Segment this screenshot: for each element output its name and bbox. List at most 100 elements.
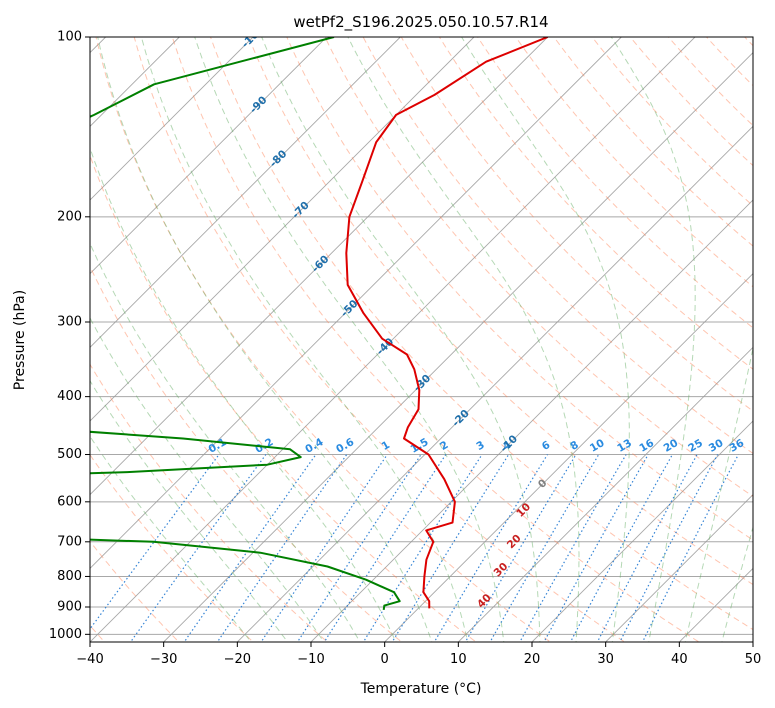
moist-adiabat-line (97, 37, 433, 642)
mixing-ratio-label: 10 (588, 437, 607, 455)
dry-adiabat-line (362, 37, 753, 455)
dry-adiabat-line (324, 37, 753, 498)
dry-adiabat-line (90, 154, 477, 642)
isotherm-line (90, 37, 475, 422)
background-lines (90, 24, 775, 647)
isotherm-line (90, 37, 254, 201)
y-tick-label: 800 (57, 569, 82, 584)
moist-adiabat-line (90, 435, 252, 642)
dry-adiabat-line (95, 37, 552, 642)
isotherm-line (163, 52, 753, 642)
isotherm-line (384, 273, 753, 642)
axis-ticks: −40 −30 −20 −10 0 10 20 30 40 5010020030040050060… (49, 30, 761, 668)
dewpoint-profile (90, 37, 401, 611)
mixing-ratio-label: 13 (615, 437, 634, 455)
x-tick-label: 20 (524, 652, 541, 667)
isotherm-line (90, 37, 327, 275)
isotherm-line (531, 420, 753, 642)
dry-adiabat-line (209, 37, 753, 631)
dry-adiabat-line (90, 363, 329, 642)
moist-adiabat-label: 10 (514, 501, 533, 520)
isotherm-line (605, 494, 753, 642)
x-tick-label: −30 (150, 652, 177, 667)
moist-adiabat-line (610, 37, 696, 642)
mixing-ratio-line (641, 454, 739, 642)
x-tick-label: 50 (745, 652, 762, 667)
mixing-ratio-line (260, 454, 388, 642)
mixing-ratio-label: 6 (540, 439, 552, 453)
dry-adiabat-line (744, 37, 753, 47)
isotherm-line (458, 346, 753, 642)
mixing-ratio-line (391, 454, 510, 642)
moist-adiabat-line (194, 37, 505, 642)
chart-title: wetPf2_S196.2025.050.10.57.R14 (293, 13, 548, 32)
y-tick-label: 200 (57, 209, 82, 224)
dry-adiabat-line (591, 37, 753, 207)
isotherm-line (237, 125, 753, 642)
mixing-ratio-line (619, 454, 719, 642)
dry-adiabat-line (133, 37, 626, 642)
dry-adiabat-line (90, 265, 403, 642)
mixing-ratio-line (183, 454, 317, 642)
dry-adiabat-line (171, 37, 700, 642)
y-tick-label: 1000 (49, 627, 82, 642)
mixing-ratio-label: 30 (707, 437, 726, 455)
isotherm-line (90, 37, 548, 496)
moist-adiabat-line (140, 37, 469, 642)
sounding-profiles (90, 37, 549, 611)
dry-adiabat-line (438, 37, 753, 370)
y-tick-label: 600 (57, 494, 82, 509)
moist-adiabat-label: 20 (505, 532, 524, 551)
moist-adiabat-line (90, 379, 289, 642)
isotherm-line (90, 37, 622, 569)
moist-adiabat-line (90, 242, 361, 642)
mixing-ratio-line (323, 454, 447, 642)
temperature-profile (345, 37, 549, 609)
isotherm-line (90, 37, 401, 348)
x-tick-label: −10 (297, 652, 324, 667)
dry-adiabat-line (90, 453, 254, 642)
moist-adiabat-line (90, 146, 397, 642)
mixing-ratio-line (216, 454, 348, 642)
x-tick-label: 30 (597, 652, 614, 667)
mixing-ratio-label: 8 (568, 439, 580, 453)
y-tick-label: 400 (57, 389, 82, 404)
mixing-ratio-line (296, 454, 422, 642)
mixing-ratio-line (362, 454, 483, 642)
x-tick-label: −40 (76, 652, 103, 667)
dry-adiabat-line (286, 37, 753, 541)
dry-adiabat-line (400, 37, 753, 412)
dry-adiabat-line (770, 24, 775, 647)
mixing-ratio-label: 25 (686, 437, 705, 455)
mixing-ratio-line (569, 454, 673, 642)
x-tick-label: 40 (671, 652, 688, 667)
mixing-ratio-line (433, 454, 549, 642)
mixing-ratio-line (129, 454, 267, 642)
isotherm-line (90, 37, 696, 642)
plot-frame (89, 36, 754, 643)
mixing-ratio-label: 1 (380, 439, 392, 453)
x-tick-label: 10 (450, 652, 467, 667)
mixing-ratio-label: 20 (662, 437, 681, 455)
x-tick-label: −20 (224, 652, 251, 667)
moist-adiabat-line (461, 37, 630, 642)
isotherm-line (310, 199, 753, 642)
moist-adiabat-label: 40 (475, 592, 494, 611)
y-tick-label: 300 (57, 314, 82, 329)
mixing-ratio-label: 0.1 (206, 436, 228, 456)
moist-adiabat-line (684, 345, 753, 642)
dry-adiabat-line (477, 37, 753, 329)
mixing-ratio-label: 0.4 (303, 436, 325, 456)
mixing-ratio-line (90, 454, 220, 630)
dry-adiabat-line (667, 37, 753, 127)
isotherm-line (752, 641, 753, 642)
moist-adiabat-line (90, 317, 325, 642)
y-tick-label: 100 (57, 30, 82, 45)
mixing-ratio-label: 36 (728, 437, 747, 455)
y-axis-label: Pressure (hPa) (12, 290, 28, 390)
moist-adiabat-line (721, 525, 753, 642)
moist-adiabat-line (347, 37, 580, 642)
moist-adiabat-line (261, 37, 541, 642)
y-tick-label: 700 (57, 534, 82, 549)
